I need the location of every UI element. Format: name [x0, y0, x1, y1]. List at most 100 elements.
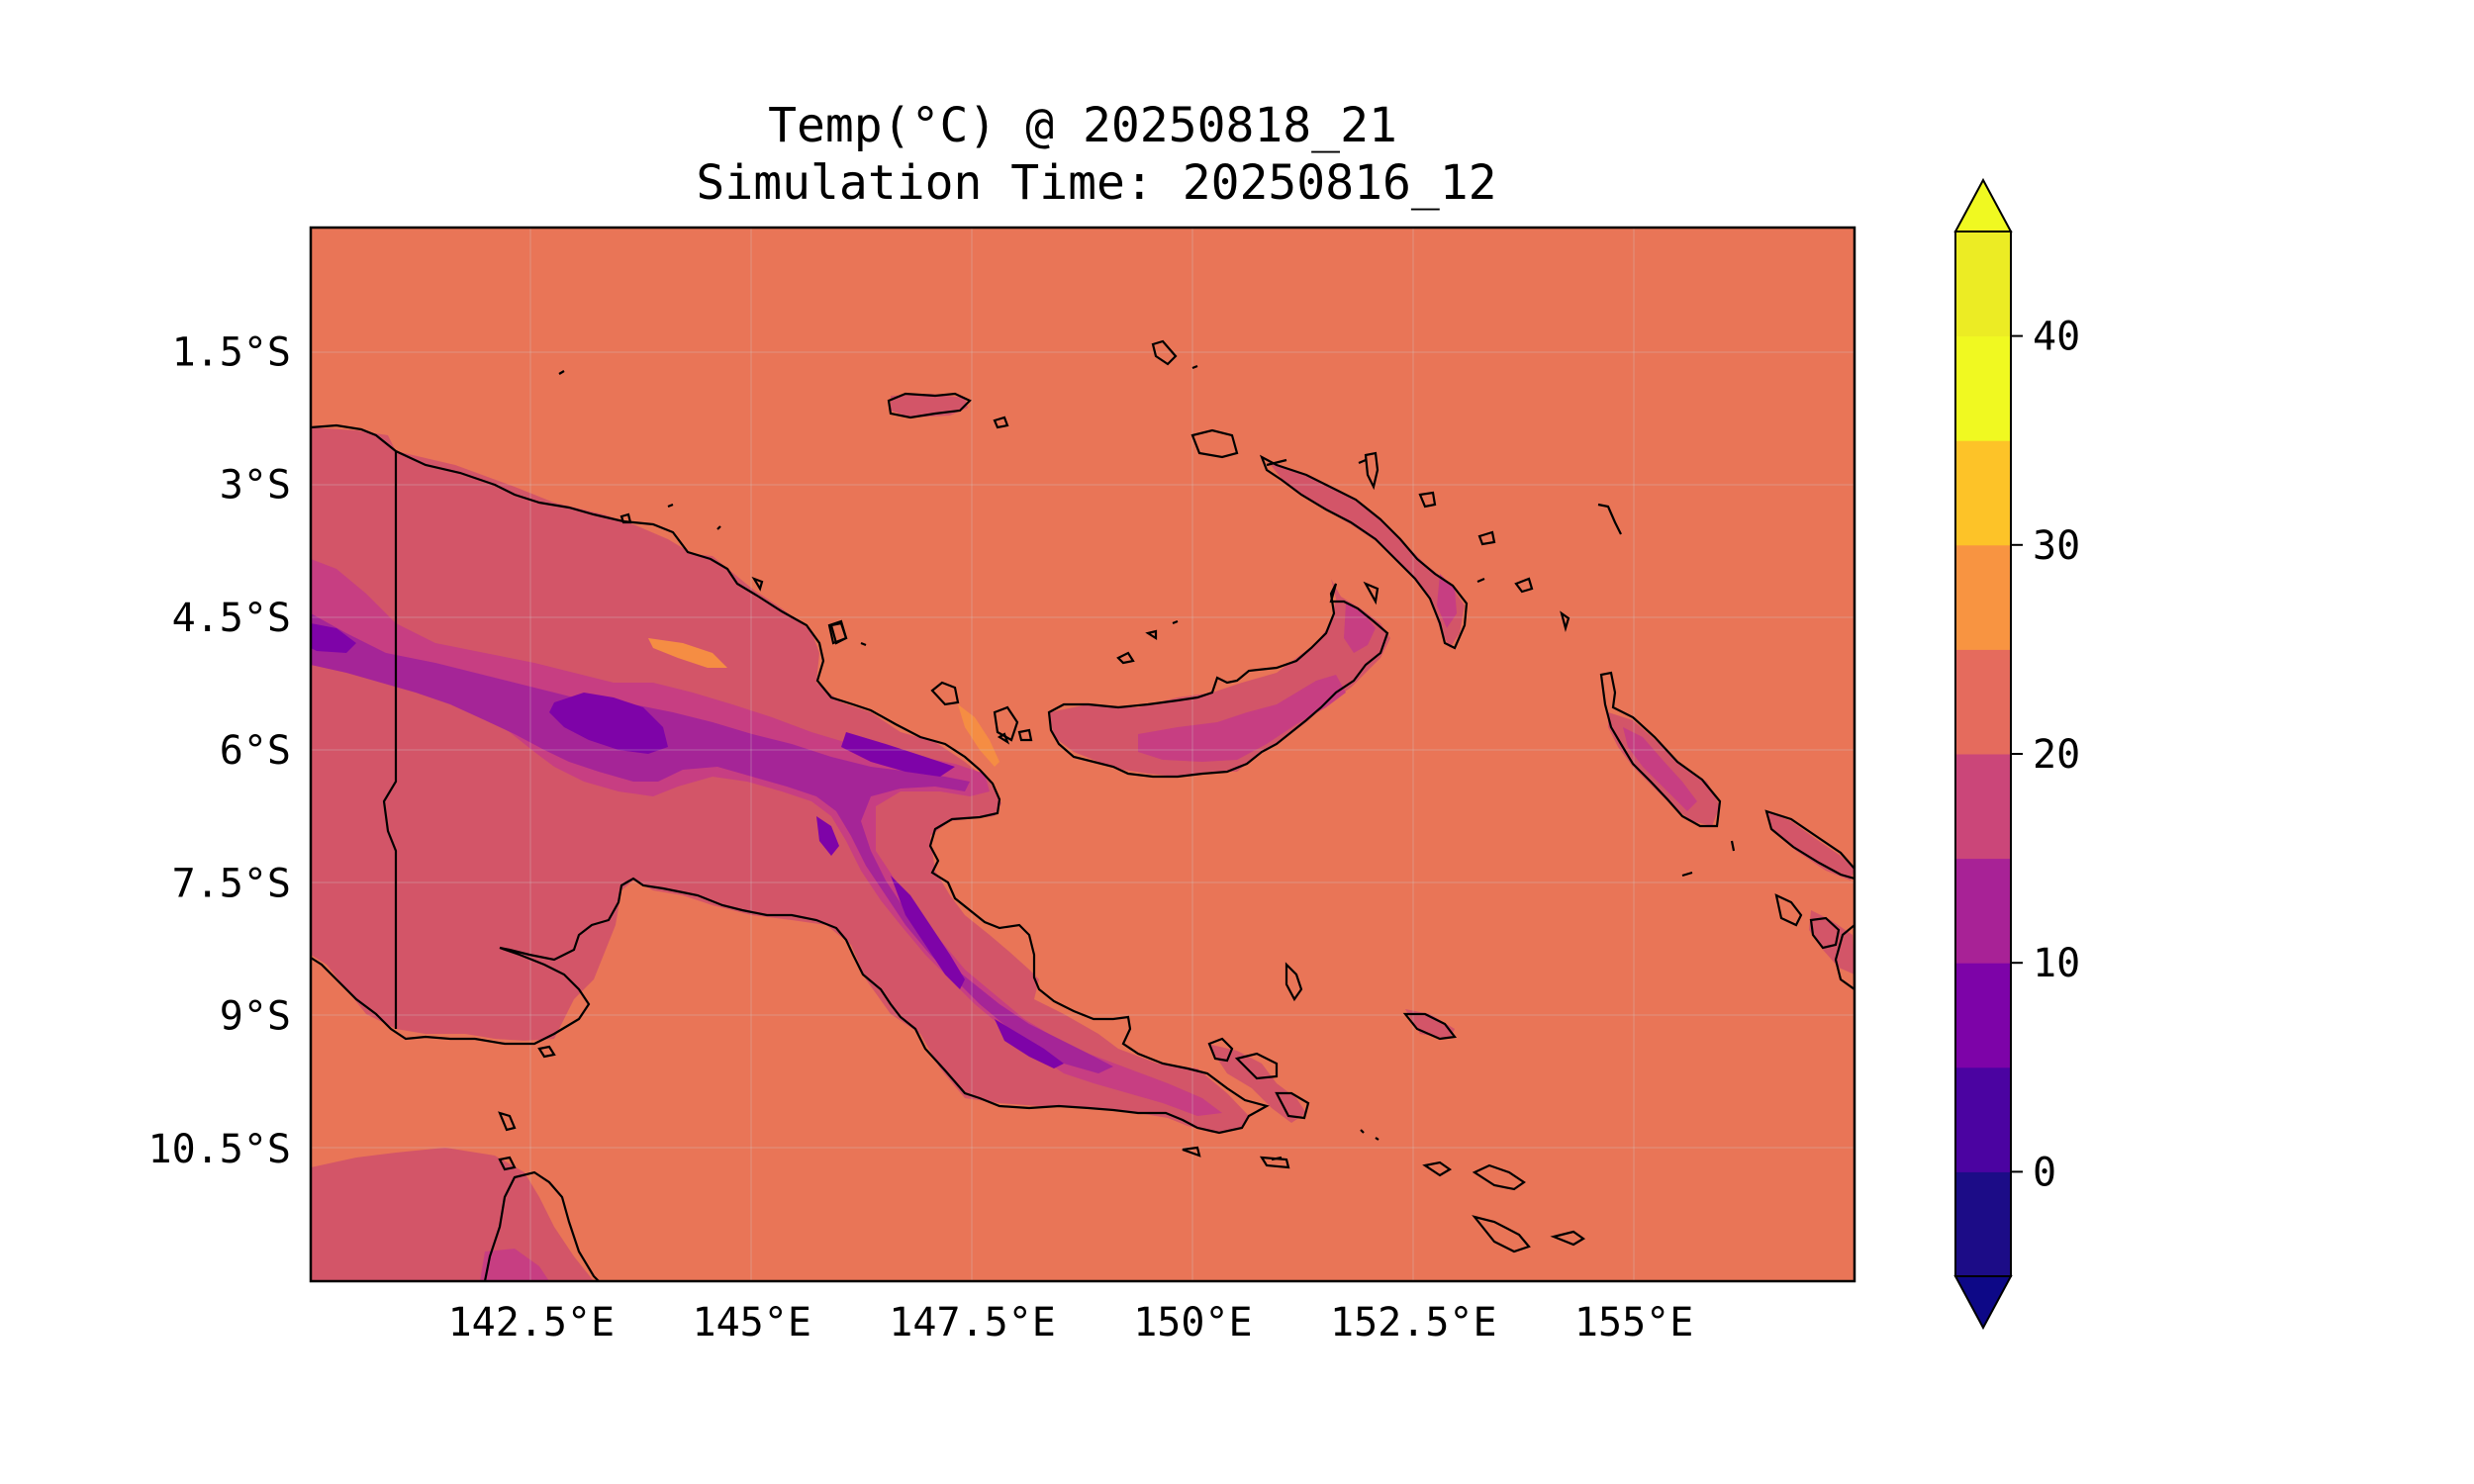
north-islet-10 — [1266, 458, 1287, 467]
isabel-coastline — [1774, 893, 1803, 927]
new-britain-cool-field — [1138, 675, 1346, 762]
new-britain-coastline — [1047, 583, 1389, 779]
dentrecasteaux-coastline-3 — [1275, 1091, 1310, 1120]
north-islet-3 — [860, 641, 867, 647]
north-islet-5 — [1017, 728, 1033, 742]
x-tick-label: 142.5°E — [448, 1300, 616, 1345]
coastlines — [311, 339, 1855, 1281]
colorbar-band — [1955, 963, 2011, 1068]
warm-streak-north — [648, 638, 727, 668]
y-tick-label: 4.5°S — [172, 596, 291, 641]
north-islet-11 — [1358, 458, 1367, 465]
x-tick-label: 150°E — [1133, 1300, 1252, 1345]
solomon-east-coastline — [1834, 923, 1855, 991]
highlands-10-15-field — [311, 613, 1113, 1073]
north-islet-9 — [1191, 364, 1198, 370]
colorbar-band — [1955, 335, 2011, 441]
x-axis-ticks: 142.5°E 145°E 147.5°E 150°E 152.5°E 155°E — [448, 1300, 1694, 1345]
highlands-5-10-mid — [816, 816, 839, 856]
south-islet-4 — [1182, 1146, 1201, 1158]
north-islet-1 — [751, 576, 764, 592]
colorbar-band — [1955, 1171, 2011, 1277]
woodlark-coastline — [1402, 1012, 1458, 1041]
manus-small-coastline — [993, 416, 1009, 429]
highlands-5-10-southeast — [995, 1019, 1064, 1068]
warm-streak-field — [958, 704, 999, 767]
temperature-contours — [311, 394, 1855, 1281]
north-islet-6 — [1116, 651, 1135, 665]
north-islet-4 — [997, 732, 1010, 745]
map-panel — [311, 228, 1855, 1281]
colorbar-tick-label: 40 — [2033, 315, 2080, 360]
new-britain-east-cool-field — [1344, 603, 1376, 653]
x-tick-label: 152.5°E — [1330, 1300, 1497, 1345]
bismarck-islet-5 — [1560, 610, 1570, 633]
torres-island-1 — [498, 1111, 517, 1132]
west-islet-2 — [619, 512, 632, 524]
new-ireland-coastline — [1259, 454, 1469, 650]
west-islet-1 — [558, 370, 565, 375]
daru-coastline — [537, 1045, 556, 1059]
rossel-coastline — [1550, 1230, 1586, 1247]
north-islet-8 — [1172, 619, 1179, 625]
south-islet-2 — [1375, 1137, 1380, 1141]
umboi-coastline — [993, 705, 1019, 742]
choiseul-coastline — [1764, 809, 1855, 881]
new-guinea-coastline — [311, 423, 1270, 1135]
map-subtitle: Simulation Time: 20250816_12 — [696, 155, 1496, 211]
bismarck-islet-3 — [1363, 581, 1380, 605]
colorbar-under-extension — [1953, 1275, 2013, 1331]
x-tick-label: 155°E — [1574, 1300, 1693, 1345]
north-islet-2 — [827, 619, 848, 645]
highlands-5-10-west — [311, 623, 356, 653]
solomon-west-coastline — [1809, 916, 1841, 950]
lavongai-coastline — [1190, 428, 1239, 459]
new-ireland-cool-field — [1437, 574, 1457, 628]
y-tick-label: 9°S — [220, 994, 291, 1040]
west-islet-4 — [716, 525, 721, 530]
bismarck-islet-1 — [1597, 503, 1622, 535]
misima-coastline — [1422, 1160, 1453, 1177]
mussau-coastline — [1151, 339, 1178, 366]
colorbar-band — [1955, 544, 2011, 650]
south-islet-1 — [1360, 1129, 1365, 1134]
map-title: Temp(°C) @ 20250818_21 — [768, 98, 1397, 153]
colorbar-band — [1955, 232, 2011, 337]
east-islet-2 — [1730, 840, 1736, 852]
highlands-5-10-east — [891, 876, 965, 989]
colorbar-over-extension — [1953, 177, 2013, 232]
milne-bay-islands-field — [1405, 1009, 1455, 1039]
west-islet-3 — [667, 503, 674, 509]
y-tick-label: 1.5°S — [172, 329, 291, 375]
cape-york-cool-field — [480, 1249, 549, 1281]
colorbar-tick-label: 30 — [2033, 523, 2080, 569]
colorbar-tick-label: 0 — [2033, 1150, 2056, 1195]
bougainville-coastline — [1599, 671, 1722, 828]
lihir-coastline — [1418, 491, 1437, 509]
colorbar-band — [1955, 858, 2011, 964]
colorbar-band — [1955, 440, 2011, 546]
colorbar: 0 10 20 30 40 — [1953, 177, 2080, 1331]
long-island-coastline — [930, 681, 960, 706]
colorbar-tick-label: 10 — [2033, 941, 2080, 986]
north-islet-7 — [1145, 629, 1158, 640]
bismarck-islet-2 — [1477, 530, 1496, 546]
sudest-coastline — [1472, 1215, 1531, 1253]
tabar-coastline — [1364, 451, 1380, 491]
dentrecasteaux-coastline-1 — [1207, 1037, 1234, 1063]
torres-island-2 — [498, 1156, 517, 1171]
cape-york-coastline — [483, 1170, 600, 1281]
cape-york-field — [311, 1148, 594, 1281]
x-tick-label: 147.5°E — [889, 1300, 1056, 1345]
y-tick-label: 7.5°S — [172, 861, 291, 906]
south-islet-5 — [1271, 1156, 1283, 1161]
y-tick-label: 3°S — [220, 463, 291, 509]
bismarck-islet-4 — [1514, 577, 1534, 594]
colorbar-band — [1955, 754, 2011, 860]
colorbar-tick-label: 20 — [2033, 732, 2080, 778]
new-britain-field — [1049, 579, 1390, 777]
new-ireland-field — [1267, 460, 1465, 648]
dentrecasteaux-coastline-2 — [1234, 1052, 1279, 1080]
bougainville-cool-field — [1623, 727, 1697, 811]
